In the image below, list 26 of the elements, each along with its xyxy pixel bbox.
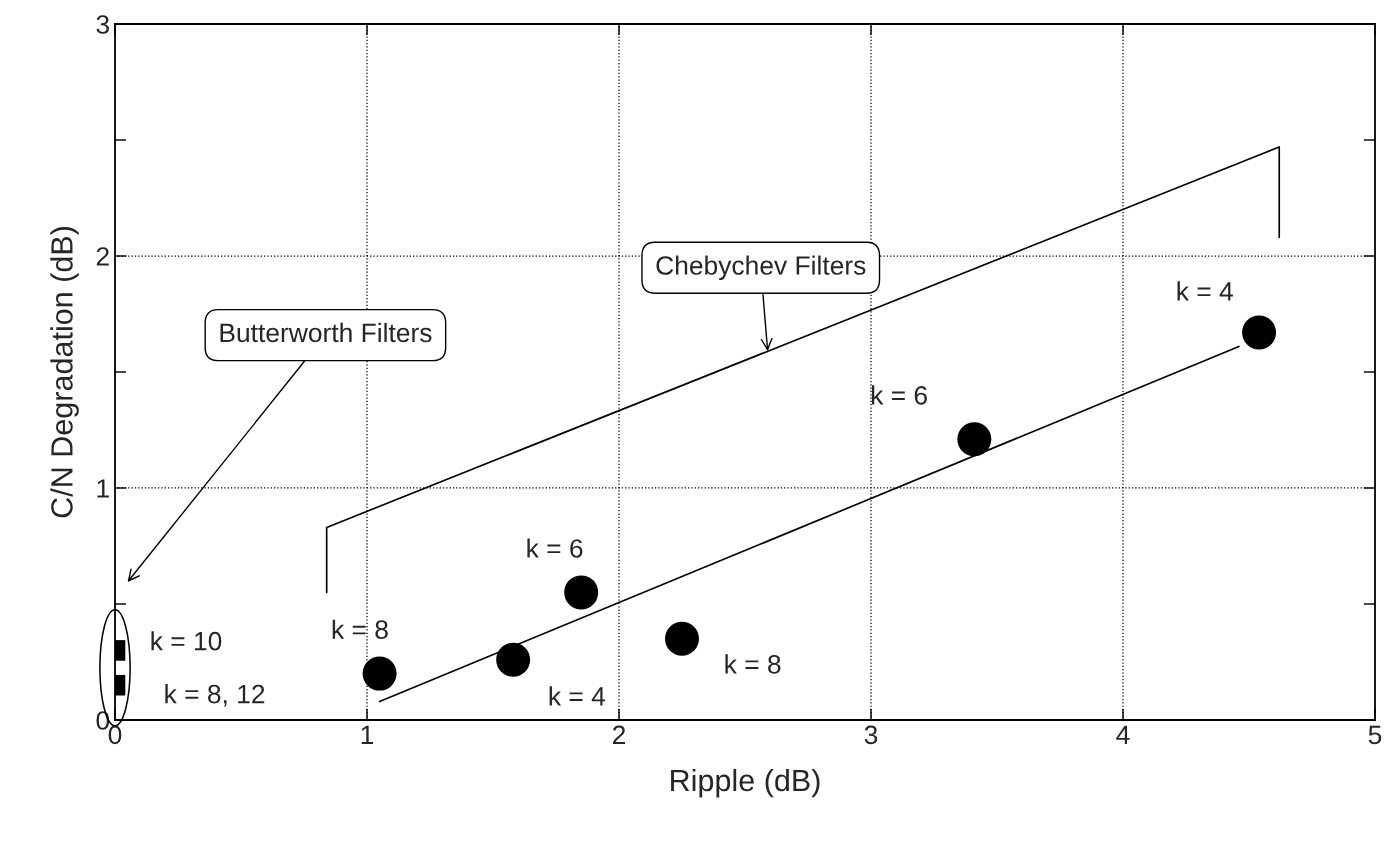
annotation: k = 10: [151, 631, 222, 651]
y-tick-label: 2: [96, 247, 109, 266]
annotation: k = 4: [549, 686, 606, 706]
point: [564, 575, 599, 610]
x-tick-label: 4: [1116, 725, 1130, 744]
x-tick-label: 5: [1368, 725, 1382, 745]
point: [362, 656, 397, 691]
annotation: k = 8: [725, 654, 781, 674]
annotation: k = 4: [1177, 281, 1233, 301]
annotation: k = 8, 12: [165, 684, 265, 707]
y-axis-title: C/N Degradation (dB): [50, 226, 79, 518]
annotation: k = 6: [871, 385, 927, 405]
point: [664, 621, 700, 656]
annotation: k = 6: [527, 538, 583, 558]
annotation: Chebychev Filters: [656, 255, 866, 281]
point: [496, 642, 531, 677]
point: [1242, 315, 1277, 350]
x-axis-title: Ripple (dB): [671, 768, 820, 798]
y-tick-label: 3: [96, 15, 109, 34]
y-tick-label: 1: [97, 479, 109, 498]
x-tick-label: 1: [361, 725, 374, 744]
annotation: k = 8: [332, 619, 388, 640]
x-tick-label: 3: [864, 725, 878, 745]
point: [957, 422, 992, 457]
annotation: Butterworth Filters: [220, 322, 432, 343]
x-tick-label: 2: [612, 725, 626, 744]
